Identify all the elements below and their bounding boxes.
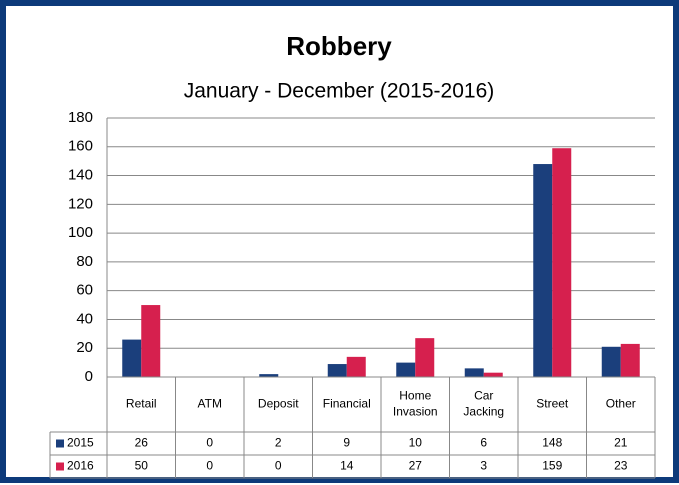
bar [620, 343, 640, 377]
data-label: 26 [135, 436, 149, 450]
data-label: 6 [480, 436, 487, 450]
data-label: 27 [409, 459, 423, 473]
x-tick-label: Financial [323, 397, 371, 411]
data-label: 3 [480, 459, 487, 473]
bar [552, 148, 572, 377]
y-tick-label: 140 [68, 167, 93, 184]
bar [483, 372, 503, 377]
y-tick-label: 20 [76, 339, 93, 356]
legend-swatch [56, 439, 64, 448]
data-label: 23 [614, 459, 628, 473]
bar [327, 364, 347, 377]
bar [122, 339, 142, 377]
data-label: 0 [206, 459, 213, 473]
x-tick-label: Street [536, 397, 569, 411]
bar [464, 368, 484, 377]
data-label: 0 [206, 436, 213, 450]
bar [533, 164, 553, 377]
bar [601, 346, 621, 377]
data-label: 2 [275, 436, 282, 450]
y-tick-label: 180 [68, 109, 93, 126]
data-label: 9 [343, 436, 350, 450]
x-tick-label: Car Jacking [463, 389, 504, 419]
y-tick-label: 120 [68, 195, 93, 212]
x-tick-label: Deposit [258, 397, 299, 411]
bar [346, 356, 366, 377]
legend-swatch [56, 462, 64, 471]
data-label: 10 [409, 436, 423, 450]
y-tick-label: 80 [76, 253, 93, 270]
x-tick-label: ATM [198, 397, 222, 411]
data-label: 0 [275, 459, 282, 473]
y-tick-label: 60 [76, 282, 93, 299]
bar [396, 362, 416, 377]
legend-label: 2015 [67, 436, 94, 450]
y-tick-label: 100 [68, 224, 93, 241]
y-tick-label: 160 [68, 138, 93, 155]
bar [415, 338, 435, 377]
x-tick-label: Home Invasion [393, 389, 438, 419]
data-label: 50 [135, 459, 149, 473]
data-label: 148 [542, 436, 562, 450]
y-tick-label: 40 [76, 310, 93, 327]
bar [259, 374, 279, 377]
chart-subtitle: January - December (2015-2016) [184, 80, 495, 103]
chart-title: Robbery [286, 31, 392, 61]
data-label: 159 [542, 459, 562, 473]
legend-label: 2016 [67, 459, 94, 473]
data-label: 14 [340, 459, 354, 473]
bar [141, 305, 161, 377]
x-tick-label: Other [606, 397, 636, 411]
x-tick-label: Retail [126, 397, 157, 411]
y-tick-label: 0 [85, 368, 93, 385]
data-label: 21 [614, 436, 628, 450]
